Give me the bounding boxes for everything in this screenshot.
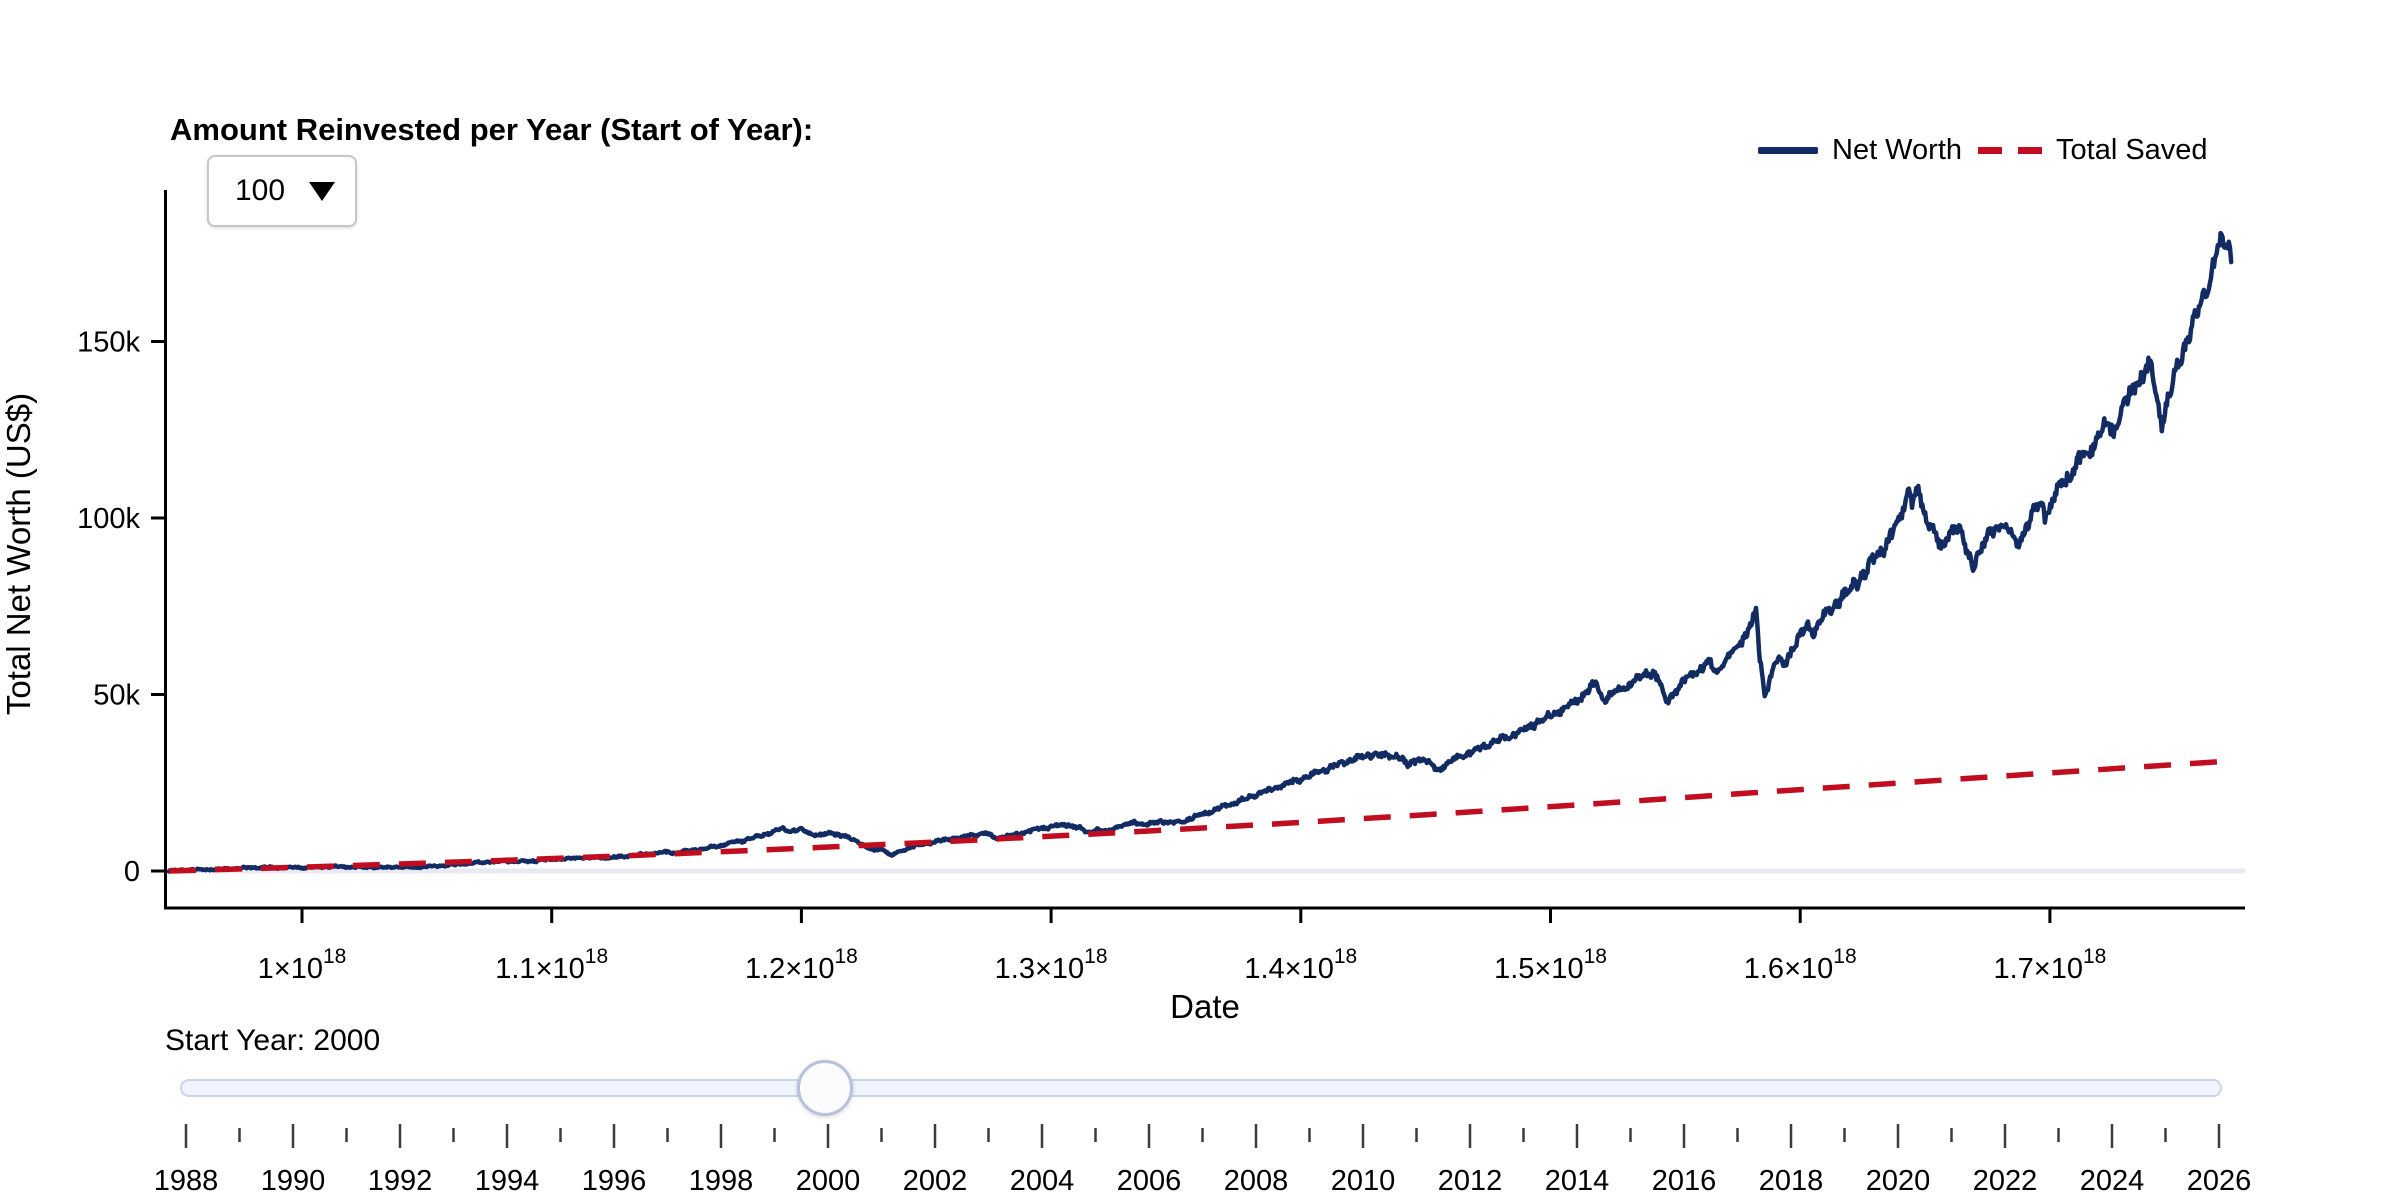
reinvest-dropdown-value: 100 [235,174,286,207]
svg-text:1.4×1018: 1.4×1018 [1244,945,1357,985]
svg-text:1.1×1018: 1.1×1018 [495,945,608,985]
svg-text:2022: 2022 [1973,1165,2038,1197]
svg-text:100k: 100k [77,503,140,535]
svg-text:0: 0 [124,856,140,888]
series-lines [167,230,2234,874]
svg-text:2018: 2018 [1759,1165,1824,1197]
svg-text:2020: 2020 [1866,1165,1931,1197]
svg-text:1992: 1992 [368,1165,433,1197]
svg-text:1988: 1988 [154,1165,219,1197]
svg-text:1.7×1018: 1.7×1018 [1993,945,2106,985]
start-year-slider-track[interactable] [180,1079,2222,1097]
svg-text:2014: 2014 [1545,1165,1610,1197]
total-saved-line-swatch [1978,147,2043,154]
net-worth-line [167,230,2234,874]
start-year-label: Start Year: 2000 [165,1024,381,1057]
svg-text:1.2×1018: 1.2×1018 [745,945,858,985]
reinvest-dropdown[interactable]: 100 [207,155,357,227]
svg-text:2026: 2026 [2187,1165,2252,1197]
reinvest-title: Amount Reinvested per Year (Start of Yea… [170,112,814,147]
x-axis-title: Date [1170,988,1240,1025]
start-year-slider-thumb[interactable] [797,1060,853,1116]
x-axis: 1×1018 1.1×1018 1.2×1018 1.3×1018 1.4×1018 1.… [258,909,2106,985]
svg-text:1.3×1018: 1.3×1018 [995,945,1108,985]
legend-label-net-worth: Net Worth [1832,134,1963,166]
y-axis-title: Total Net Worth (US$) [0,393,37,715]
svg-text:1×1018: 1×1018 [258,945,347,985]
svg-text:2024: 2024 [2080,1165,2145,1197]
svg-text:2002: 2002 [903,1165,968,1197]
chevron-down-icon [309,181,335,201]
start-year-ruler: 1988 1990 1992 1994 1996 1998 2000 2002 2004 2006… [154,1124,2252,1197]
svg-text:2012: 2012 [1438,1165,1503,1197]
svg-text:50k: 50k [93,680,140,712]
svg-text:1996: 1996 [582,1165,647,1197]
svg-text:1994: 1994 [475,1165,540,1197]
legend-item-total-saved: Total Saved [1978,134,2208,167]
chart-legend: Net Worth Total Saved [1758,134,2208,167]
svg-text:2006: 2006 [1117,1165,1182,1197]
svg-text:2010: 2010 [1331,1165,1396,1197]
svg-text:1.5×1018: 1.5×1018 [1494,945,1607,985]
total-saved-line [168,758,2232,874]
svg-text:2016: 2016 [1652,1165,1717,1197]
y-axis: 0 50k 100k 150k [77,327,164,888]
svg-text:1998: 1998 [689,1165,754,1197]
svg-text:2000: 2000 [796,1165,861,1197]
svg-text:1990: 1990 [261,1165,326,1197]
svg-text:150k: 150k [77,327,140,359]
legend-label-total-saved: Total Saved [2056,134,2208,166]
svg-text:2004: 2004 [1010,1165,1075,1197]
legend-item-net-worth: Net Worth [1758,134,1962,167]
svg-text:2008: 2008 [1224,1165,1289,1197]
svg-text:1.6×1018: 1.6×1018 [1744,945,1857,985]
net-worth-line-swatch [1758,147,1818,154]
